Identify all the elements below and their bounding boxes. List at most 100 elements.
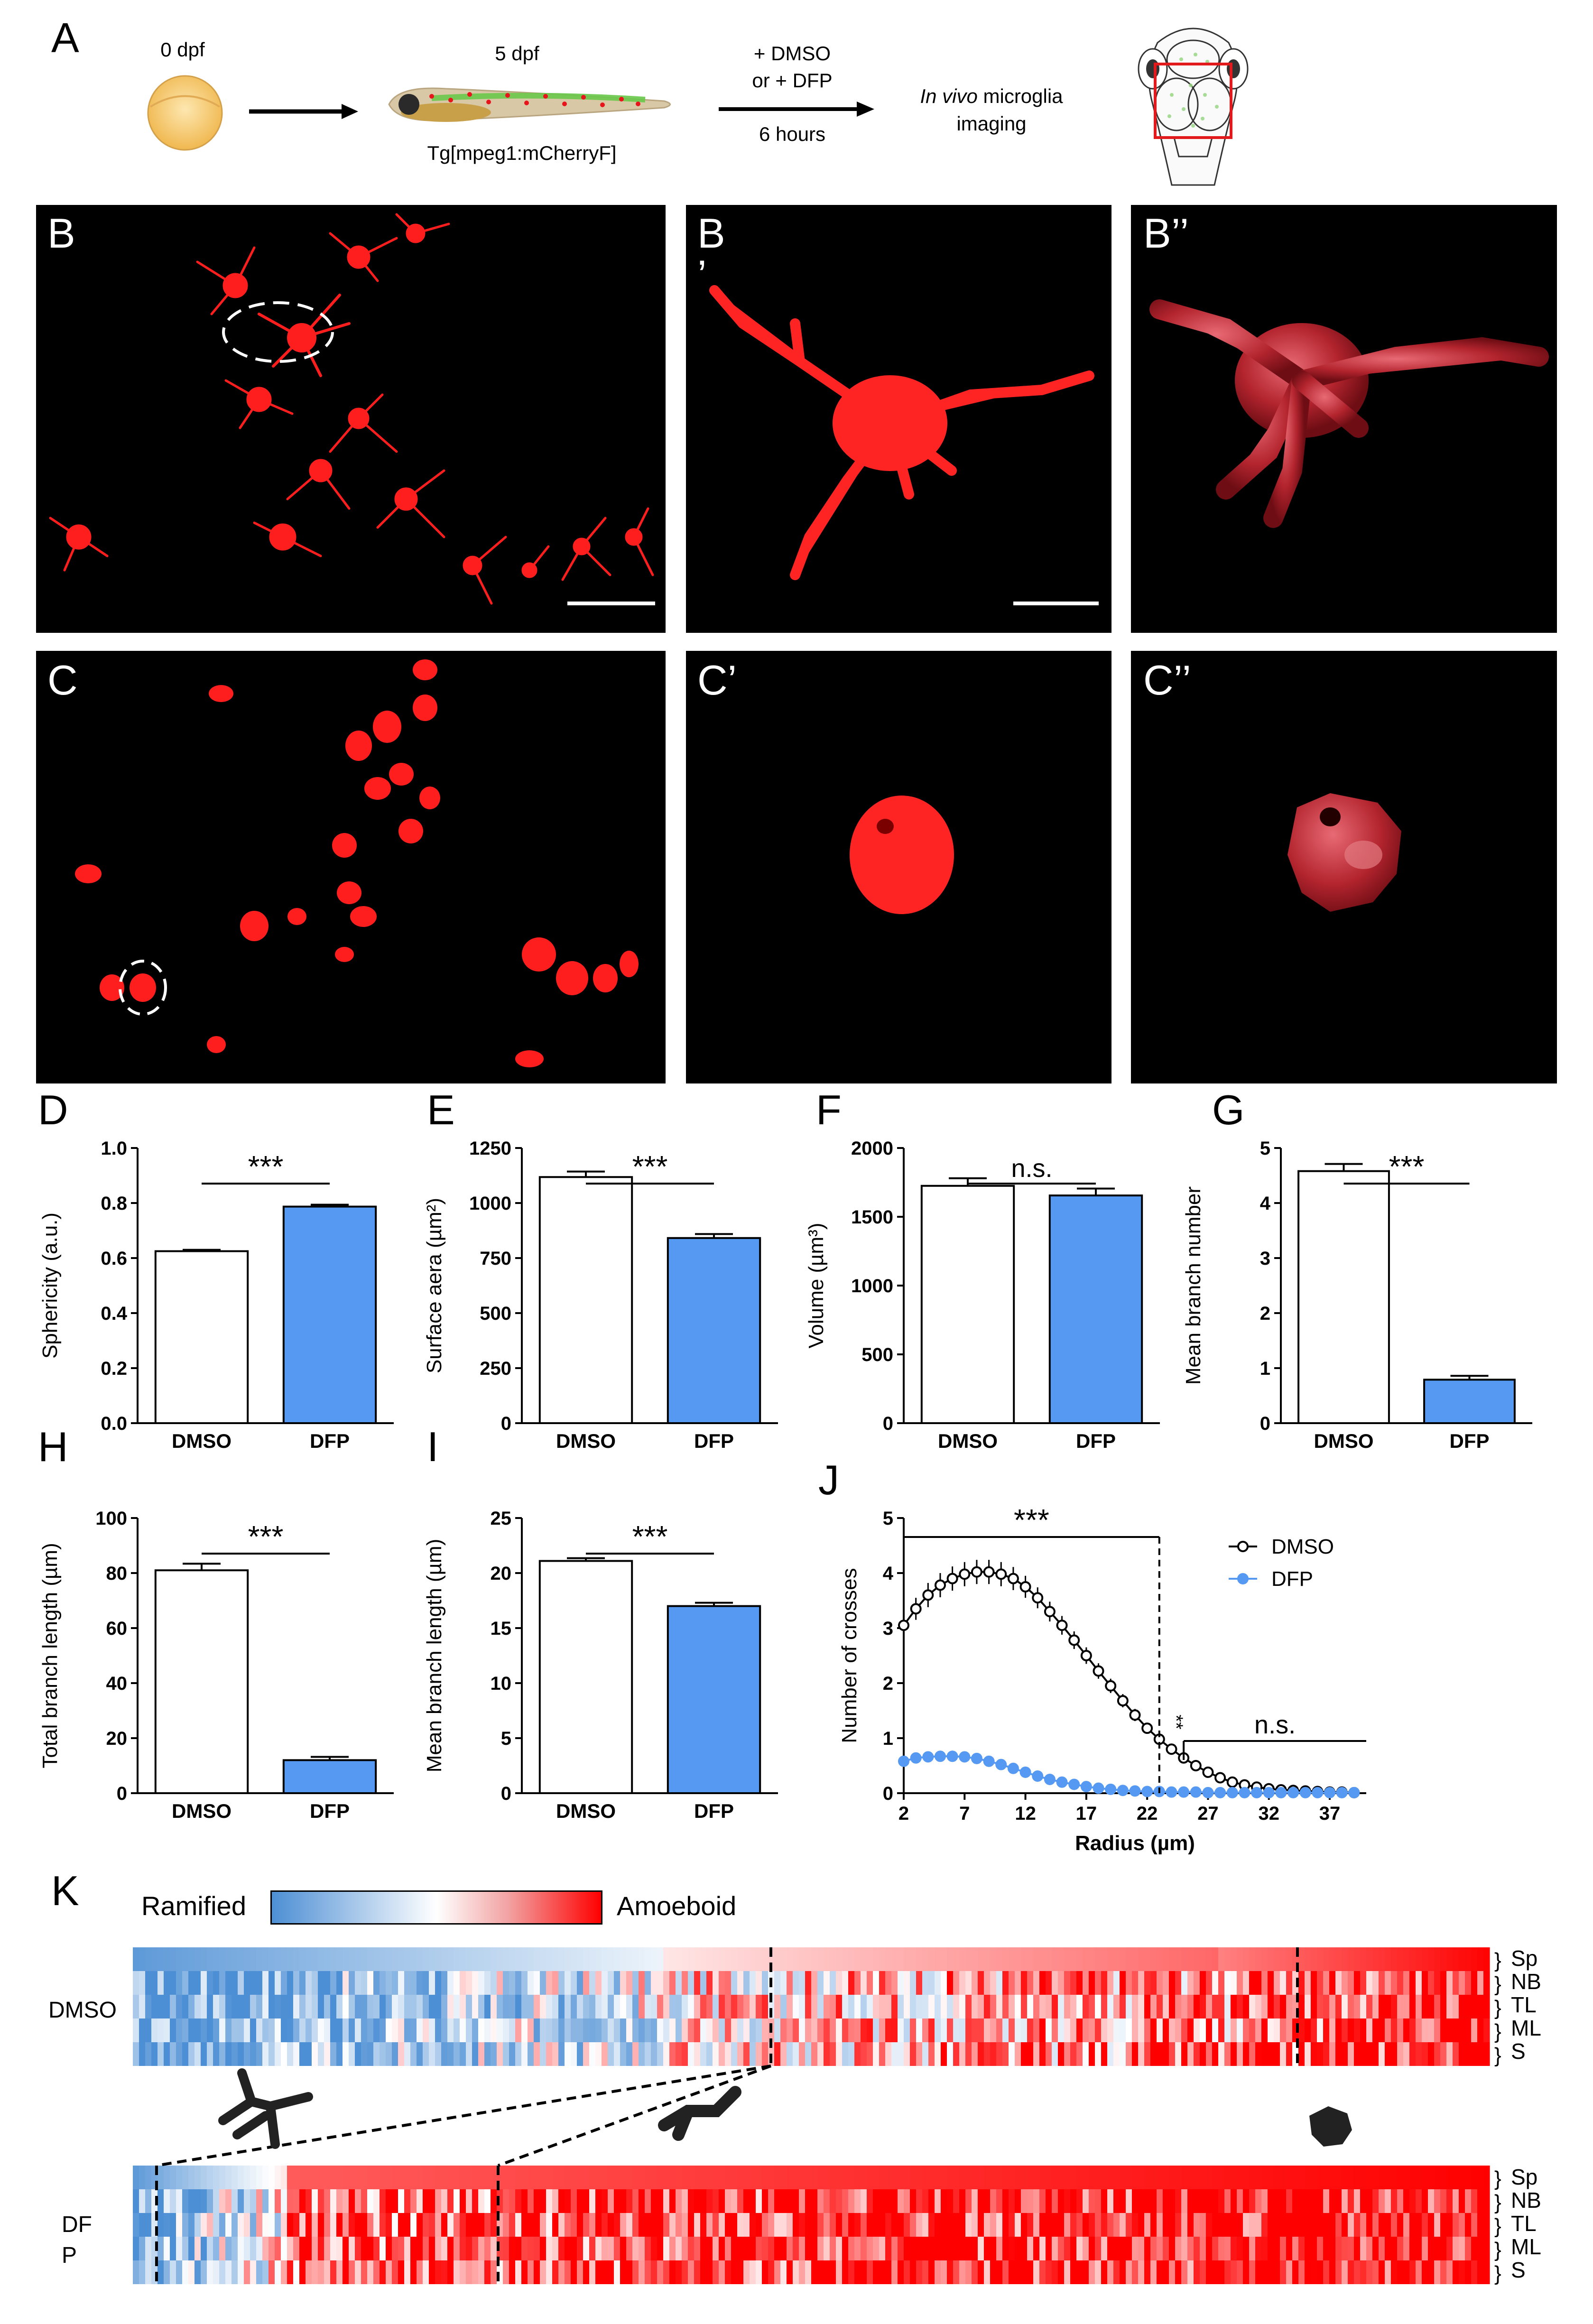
heatmap-cell [1409, 2237, 1416, 2260]
heatmap-cell [793, 2189, 799, 2213]
heatmap-cell [780, 1995, 787, 2018]
heatmap-cell [873, 1971, 880, 1995]
heatmap-cell [1465, 1971, 1472, 1995]
heatmap-cell [1317, 2189, 1324, 2213]
heatmap-cell [787, 2213, 793, 2237]
heatmap-cell [324, 2189, 331, 2213]
heatmap-cell [928, 2260, 935, 2284]
heatmap-cell [373, 1995, 380, 2018]
heatmap-cell [546, 2213, 553, 2237]
heatmap-cell [1280, 2189, 1287, 2213]
heatmap-cell [873, 2237, 880, 2260]
heatmap-cell [521, 2237, 528, 2260]
heatmap-cell [1311, 2189, 1317, 2213]
heatmap-cell [324, 2213, 331, 2237]
heatmap-cell [466, 2166, 472, 2189]
heatmap-cell [521, 2260, 528, 2284]
heatmap-cell [312, 1971, 318, 1995]
heatmap-cell [910, 2213, 917, 2237]
heatmap-cell [1360, 1947, 1367, 1971]
heatmap-cell [1058, 2166, 1065, 2189]
heatmap-cell [306, 2260, 312, 2284]
heatmap-cell [182, 2213, 189, 2237]
heatmap-cell [1132, 2189, 1139, 2213]
heatmap-cell [1058, 2237, 1065, 2260]
heatmap-cell [1292, 2166, 1299, 2189]
heatmap-cell [417, 2166, 423, 2189]
y-tick-label: 1500 [851, 1207, 893, 1228]
heatmap-cell [1274, 1947, 1280, 1971]
heatmap-cell [349, 2189, 355, 2213]
heatmap-cell [663, 2237, 670, 2260]
heatmap-cell [817, 2042, 824, 2066]
heatmap-cell [1416, 1995, 1422, 2018]
heatmap-cell [1144, 2260, 1151, 2284]
heatmap-cell [1459, 2237, 1465, 2260]
heatmap-cell [787, 2260, 793, 2284]
heatmap-cell [1335, 2213, 1342, 2237]
heatmap-cell [1274, 2018, 1280, 2042]
heatmap-cell [1403, 1995, 1410, 2018]
heatmap-cell [1089, 1995, 1095, 2018]
panel-label: F [816, 1091, 842, 1133]
heatmap-cell [1237, 2237, 1243, 2260]
heatmap-cell [916, 2260, 923, 2284]
heatmap-cell [1391, 2237, 1398, 2260]
heatmap-cell [1477, 2166, 1484, 2189]
heatmap-cell [688, 2213, 695, 2237]
heatmap-cell [1286, 1947, 1293, 1971]
heatmap-cell [1268, 2237, 1274, 2260]
heatmap-cell [1064, 2260, 1071, 2284]
heatmap-cell [1305, 1971, 1311, 1995]
heatmap-cell [1477, 2260, 1484, 2284]
heatmap-cell [787, 2166, 793, 2189]
heatmap-cell [1187, 2018, 1194, 2042]
heatmap-cell [1477, 1995, 1484, 2018]
heatmap-cell [484, 2189, 491, 2213]
heatmap-cell [373, 2213, 380, 2237]
heatmap-cell [460, 2237, 466, 2260]
heatmap-cell [1397, 2260, 1404, 2284]
row-brace: } [1494, 1949, 1501, 1972]
heatmap-cell [336, 2042, 343, 2066]
heatmap-cell [873, 2018, 880, 2042]
heatmap-cell [1428, 2189, 1435, 2213]
heatmap-cell [910, 2042, 917, 2066]
heatmap-cell [466, 2189, 472, 2213]
heatmap-cell [682, 2042, 688, 2066]
heatmap-cell [904, 1947, 910, 1971]
heatmap-cell [614, 2213, 621, 2237]
heatmap-cell [1181, 2213, 1188, 2237]
heatmap-cell [546, 2237, 553, 2260]
heatmap-cell [528, 1947, 534, 1971]
heatmap-cell [262, 1947, 269, 1971]
heatmap-cell [1261, 1947, 1268, 1971]
heatmap-cell [898, 2166, 904, 2189]
heatmap-cell [201, 1947, 207, 1971]
heatmap-cell [1163, 2237, 1169, 2260]
heatmap-cell [978, 2166, 984, 2189]
heatmap-cell [324, 2166, 331, 2189]
heatmap-cell [1434, 2166, 1441, 2189]
heatmap-cell [1397, 2018, 1404, 2042]
heatmap-cell [824, 2166, 830, 2189]
heatmap-cell [170, 2260, 176, 2284]
heatmap-cell [1095, 2166, 1102, 2189]
heatmap-cell [1483, 1995, 1490, 2018]
heatmap-cell [1039, 1995, 1046, 2018]
heatmap-cell [639, 2189, 645, 2213]
heatmap-cell [669, 2018, 676, 2042]
heatmap-cell [731, 2213, 738, 2237]
heatmap-cell [1237, 1995, 1243, 2018]
heatmap-cell [1021, 2213, 1028, 2237]
heatmap-cell [657, 1995, 664, 2018]
group-label-dfp-2: P [62, 2243, 77, 2268]
heatmap-cell [725, 2018, 732, 2042]
heatmap-cell [417, 2018, 423, 2042]
heatmap-cell [1428, 2042, 1435, 2066]
heatmap-cell [299, 2213, 306, 2237]
heatmap-cell [1366, 2166, 1373, 2189]
heatmap-cell [299, 2042, 306, 2066]
heatmap-cell [737, 1971, 744, 1995]
